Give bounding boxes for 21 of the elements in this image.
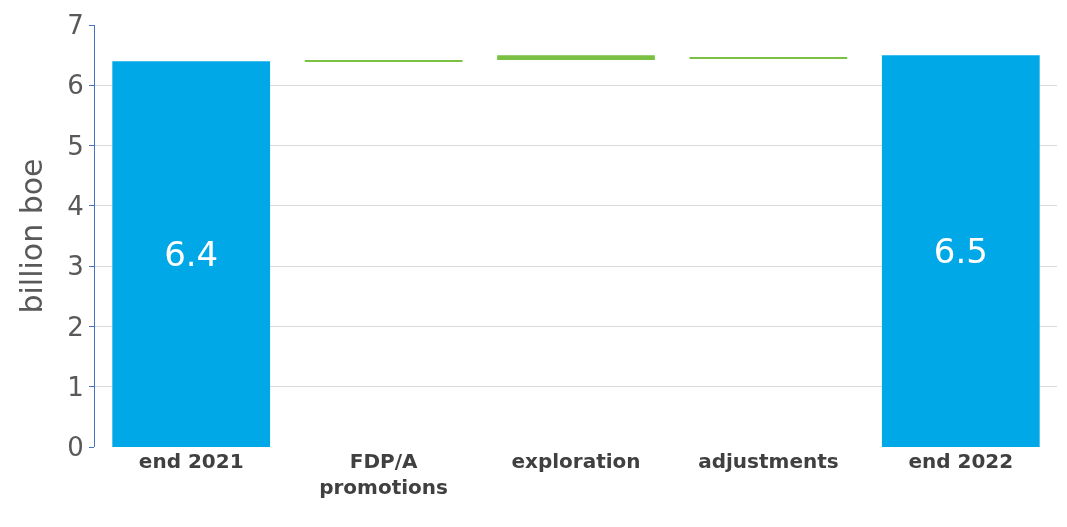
x-tick-label: exploration (511, 449, 641, 473)
y-tick-label: 4 (67, 190, 84, 221)
y-tick-label: 0 (67, 432, 84, 463)
bar (497, 55, 655, 60)
bar (689, 56, 848, 59)
data-label: 6.4 (164, 234, 219, 275)
x-tick-label: end 2022 (908, 449, 1014, 473)
y-tick-label: 6 (67, 70, 84, 101)
bar (304, 59, 463, 62)
y-tick-label: 5 (67, 130, 84, 161)
bar (881, 55, 1040, 447)
y-tick-label: 2 (67, 311, 84, 342)
bar (112, 61, 271, 447)
x-tick-label: FDP/A promotions (319, 449, 449, 499)
y-tick-label: 1 (67, 371, 84, 402)
y-tick-label: 7 (67, 10, 84, 41)
data-label: 6.5 (933, 231, 988, 272)
x-tick-label: adjustments (698, 449, 839, 473)
y-axis-title: billion boe (14, 158, 50, 314)
y-tick-label: 3 (67, 251, 84, 282)
x-tick-label: end 2021 (138, 449, 244, 473)
